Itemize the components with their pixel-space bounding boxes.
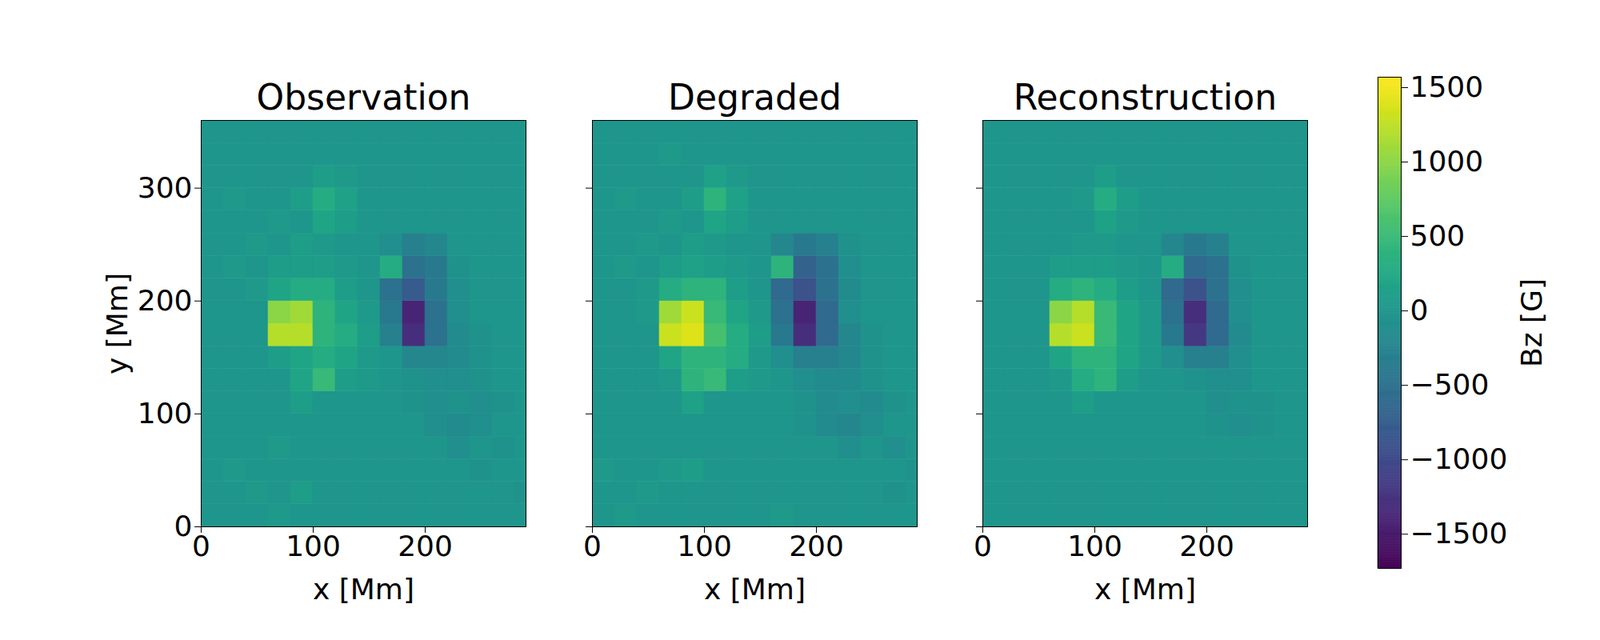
svg-text:Reconstruction: Reconstruction [1013, 76, 1277, 118]
svg-text:200: 200 [397, 529, 453, 563]
svg-text:0: 0 [973, 529, 992, 563]
svg-text:300: 300 [137, 171, 193, 204]
svg-text:Degraded: Degraded [668, 76, 842, 118]
svg-text:100: 100 [285, 529, 341, 563]
svg-text:200: 200 [137, 284, 193, 317]
svg-text:200: 200 [1179, 529, 1235, 563]
svg-text:100: 100 [676, 529, 732, 563]
svg-text:−500: −500 [1410, 368, 1490, 401]
svg-text:1000: 1000 [1410, 144, 1484, 178]
svg-text:1500: 1500 [1410, 70, 1484, 104]
svg-text:x [Mm]: x [Mm] [704, 572, 806, 606]
svg-text:0: 0 [1410, 293, 1429, 327]
svg-text:100: 100 [1067, 529, 1123, 563]
svg-text:0: 0 [174, 509, 193, 543]
svg-text:−1000: −1000 [1410, 442, 1508, 476]
svg-text:−1500: −1500 [1410, 516, 1508, 550]
svg-text:x [Mm]: x [Mm] [312, 572, 415, 606]
svg-text:x [Mm]: x [Mm] [1094, 572, 1196, 606]
svg-text:0: 0 [192, 529, 211, 563]
svg-text:Bz [G]: Bz [G] [1515, 278, 1548, 368]
svg-text:100: 100 [137, 396, 193, 430]
svg-text:Observation: Observation [256, 76, 472, 118]
svg-text:0: 0 [583, 529, 602, 563]
svg-text:y [Mm]: y [Mm] [100, 272, 134, 375]
svg-text:500: 500 [1410, 219, 1466, 252]
svg-text:200: 200 [788, 529, 844, 563]
